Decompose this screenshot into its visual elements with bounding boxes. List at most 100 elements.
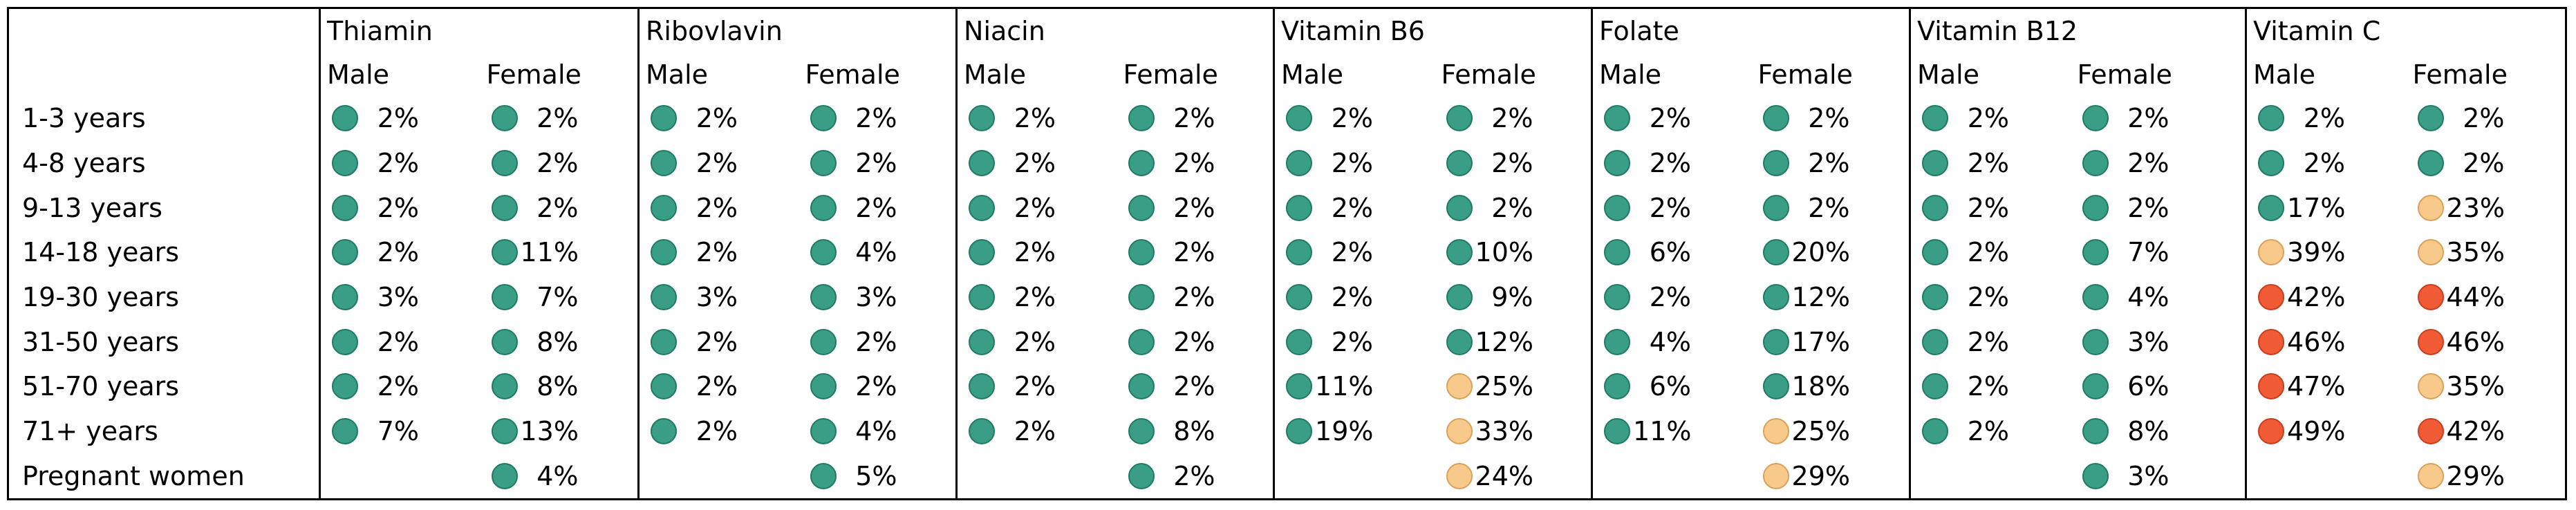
percent-value: 2% xyxy=(1331,103,1374,134)
status-dot-orange xyxy=(2258,239,2285,266)
percent-value: 2% xyxy=(377,192,419,223)
female-cell: 7% xyxy=(2071,230,2246,275)
female-cell: 2% xyxy=(1435,185,1592,230)
percent-value: 2% xyxy=(377,147,419,178)
status-dot-orange xyxy=(1446,462,1473,489)
male-cell: 2% xyxy=(1909,363,2071,409)
age-group-label: 1-3 years xyxy=(22,103,146,134)
male-cell: 2% xyxy=(955,363,1117,409)
status-dot-green xyxy=(2082,105,2109,132)
female-cell: 44% xyxy=(2407,275,2566,320)
percent-value: 2% xyxy=(855,147,897,178)
male-cell: 2% xyxy=(637,319,799,364)
status-dot-green xyxy=(491,194,518,221)
male-cell: 11% xyxy=(1273,363,1435,409)
status-dot-green xyxy=(1604,328,1631,355)
percent-value: 4% xyxy=(855,237,897,268)
female-cell: 2% xyxy=(1752,141,1910,186)
percent-value: 44% xyxy=(2446,281,2505,312)
status-dot-green xyxy=(332,105,358,132)
female-cell: 2% xyxy=(1752,185,1910,230)
status-dot-green xyxy=(810,239,837,266)
percent-value: 6% xyxy=(1649,237,1692,268)
status-dot-green xyxy=(1922,194,1949,221)
status-dot-green xyxy=(651,105,677,132)
male-cell: 11% xyxy=(1591,408,1752,454)
table-row: 1-3 years 2% 2% 2% 2% 2% 2% 2% 2% 2% 2% 2% 2% 2% 2% xyxy=(8,96,2566,141)
status-dot-green xyxy=(2082,194,2109,221)
percent-value: 11% xyxy=(520,237,579,268)
percent-value: 4% xyxy=(2127,281,2169,312)
status-dot-green xyxy=(491,373,518,400)
female-cell: 33% xyxy=(1435,409,1592,454)
male-cell: 47% xyxy=(2245,363,2407,409)
status-dot-green xyxy=(651,194,677,221)
female-column-header: Female xyxy=(1123,59,1218,90)
female-cell: 2% xyxy=(1117,453,1274,499)
male-cell: 2% xyxy=(1591,274,1752,320)
percent-value: 2% xyxy=(1014,237,1056,268)
percent-value: 3% xyxy=(2127,460,2169,491)
female-cell: 2% xyxy=(1117,96,1274,141)
male-cell: 2% xyxy=(1909,185,2071,230)
female-cell: 2% xyxy=(799,319,957,364)
status-dot-green xyxy=(1446,194,1473,221)
male-cell: 2% xyxy=(637,96,799,141)
male-column-header: Male xyxy=(319,53,480,96)
male-cell: 2% xyxy=(1273,185,1435,230)
female-cell: 46% xyxy=(2407,319,2566,364)
status-dot-green xyxy=(491,283,518,310)
status-dot-red xyxy=(2258,417,2285,444)
percent-value: 2% xyxy=(1331,147,1374,178)
age-group-label: 14-18 years xyxy=(22,237,180,268)
female-cell: 9% xyxy=(1435,275,1592,320)
status-dot-green xyxy=(969,105,996,132)
status-dot-orange xyxy=(2417,462,2444,489)
table-row: 14-18 years 2% 11% 2% 4% 2% 2% 2% 10% 6% 20% 2% 7% 39… xyxy=(8,229,2566,275)
female-cell: 3% xyxy=(799,275,957,320)
percent-value: 2% xyxy=(2127,103,2169,134)
percent-value: 2% xyxy=(1173,460,1215,491)
status-dot-green xyxy=(1762,283,1789,310)
status-dot-green xyxy=(969,373,996,400)
female-cell: 2% xyxy=(2407,96,2566,141)
status-dot-green xyxy=(1446,105,1473,132)
status-dot-green xyxy=(491,417,518,444)
percent-value: 2% xyxy=(855,326,897,357)
percent-value: 35% xyxy=(2446,237,2505,268)
percent-value: 2% xyxy=(1173,326,1215,357)
status-dot-green xyxy=(1128,462,1155,489)
status-dot-green xyxy=(2258,149,2285,176)
female-cell: 12% xyxy=(1752,275,1910,320)
status-dot-green xyxy=(1128,149,1155,176)
female-cell: 2% xyxy=(480,185,639,230)
percent-value: 2% xyxy=(1649,147,1692,178)
percent-value: 18% xyxy=(1791,371,1850,402)
percent-value: 2% xyxy=(1808,147,1850,178)
female-cell: 7% xyxy=(480,275,639,320)
male-cell: 17% xyxy=(2245,185,2407,230)
age-group-label: 71+ years xyxy=(22,415,158,446)
percent-value: 10% xyxy=(1475,237,1533,268)
status-dot-orange xyxy=(1762,462,1789,489)
female-cell: 35% xyxy=(2407,364,2566,409)
status-dot-green xyxy=(1128,239,1155,266)
male-cell: 2% xyxy=(1273,229,1435,275)
status-dot-green xyxy=(2417,105,2444,132)
percent-value: 2% xyxy=(696,147,738,178)
table-row: Pregnant women 4% 5% 2% 24% 29% 3% 29% xyxy=(8,453,2566,500)
status-dot-green xyxy=(969,417,996,444)
percent-value: 2% xyxy=(2303,147,2346,178)
percent-value: 11% xyxy=(1633,415,1692,446)
percent-value: 2% xyxy=(2127,147,2169,178)
percent-value: 4% xyxy=(1649,326,1692,357)
percent-value: 2% xyxy=(2463,103,2505,134)
status-dot-red xyxy=(2258,328,2285,355)
percent-value: 8% xyxy=(2127,415,2169,446)
status-dot-green xyxy=(969,149,996,176)
status-dot-green xyxy=(810,373,837,400)
vitamin-header: Vitamin B12 xyxy=(1909,8,2246,53)
status-dot-green xyxy=(332,417,358,444)
female-cell: 12% xyxy=(1435,319,1592,364)
female-column-header: Female xyxy=(1757,59,1853,90)
